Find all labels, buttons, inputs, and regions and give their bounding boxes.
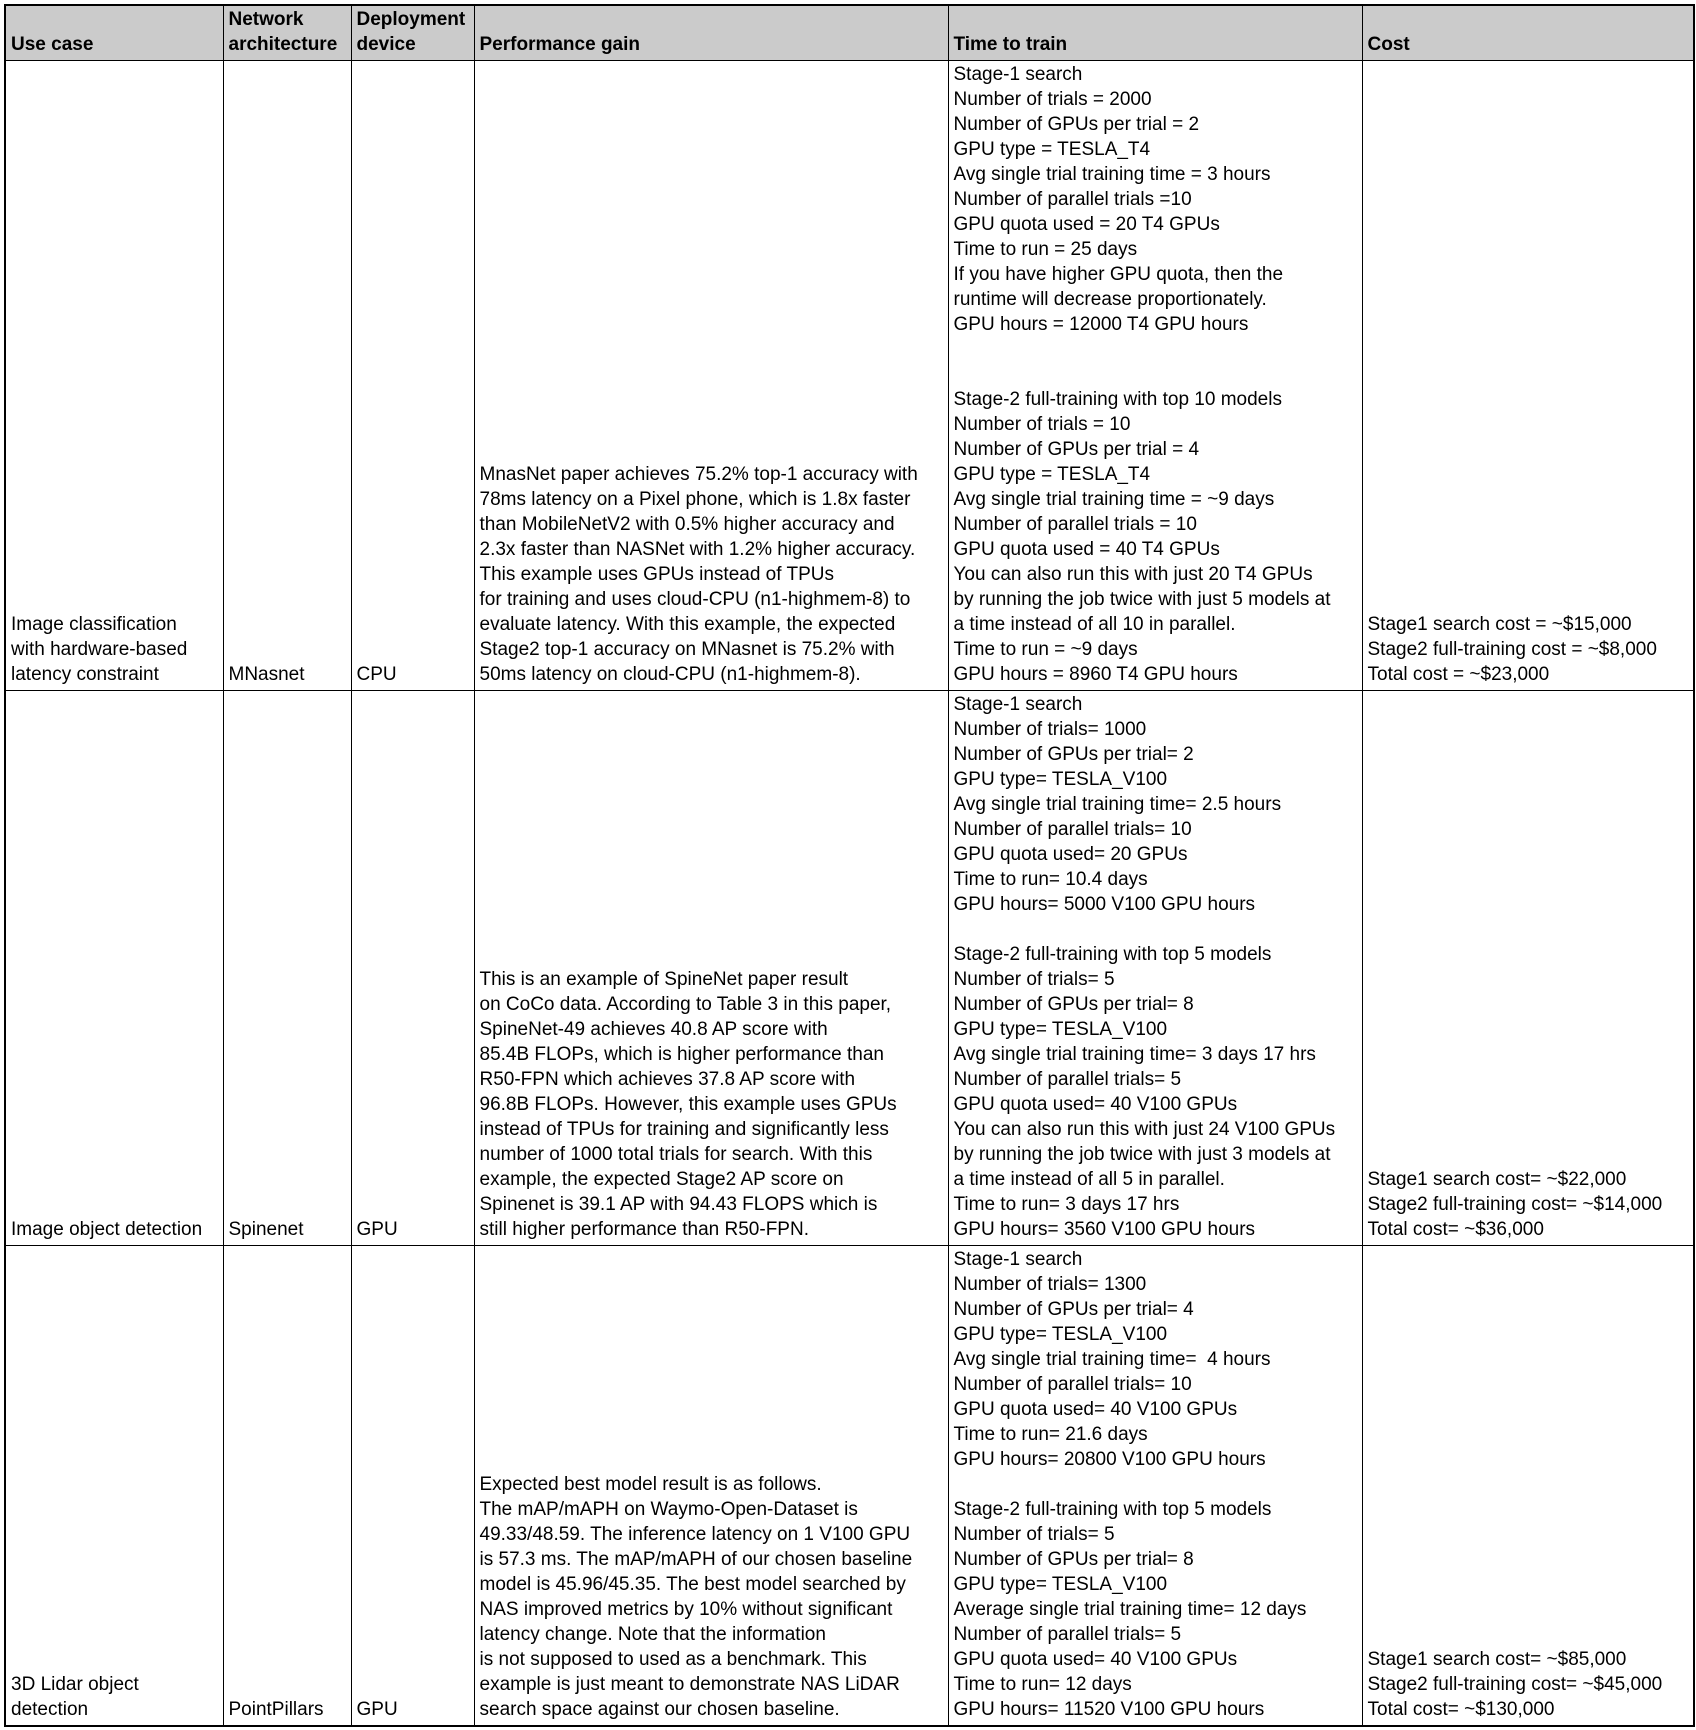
cell-performance-gain: MnasNet paper achieves 75.2% top-1 accur… xyxy=(473,60,949,691)
cell-time-to-train: Stage-1 search Number of trials= 1300 Nu… xyxy=(947,1245,1363,1727)
table-row: Image classification with hardware-based… xyxy=(4,60,1695,691)
cell-network-architecture: Spinenet xyxy=(222,690,352,1246)
table-row: Image object detection Spinenet GPU This… xyxy=(4,690,1695,1246)
cell-network-architecture: MNasnet xyxy=(222,60,352,691)
table-row: 3D Lidar object detection PointPillars G… xyxy=(4,1245,1695,1727)
header-row: Use case Network architecture Deployment… xyxy=(4,4,1695,61)
table-header: Use case Network architecture Deployment… xyxy=(4,4,1695,61)
cell-network-architecture: PointPillars xyxy=(222,1245,352,1727)
col-header-use-case: Use case xyxy=(4,4,224,61)
table-body: Image classification with hardware-based… xyxy=(4,60,1695,1727)
use-case-comparison-table: Use case Network architecture Deployment… xyxy=(4,4,1695,1727)
col-header-performance-gain: Performance gain xyxy=(473,4,949,61)
cell-performance-gain: Expected best model result is as follows… xyxy=(473,1245,949,1727)
cell-time-to-train: Stage-1 search Number of trials= 1000 Nu… xyxy=(947,690,1363,1246)
col-header-network-architecture: Network architecture xyxy=(222,4,352,61)
cell-use-case: Image object detection xyxy=(4,690,224,1246)
cell-cost: Stage1 search cost = ~$15,000 Stage2 ful… xyxy=(1361,60,1695,691)
cell-deployment-device: GPU xyxy=(350,690,475,1246)
cell-deployment-device: GPU xyxy=(350,1245,475,1727)
col-header-deployment-device: Deployment device xyxy=(350,4,475,61)
col-header-cost: Cost xyxy=(1361,4,1695,61)
cell-deployment-device: CPU xyxy=(350,60,475,691)
cell-performance-gain: This is an example of SpineNet paper res… xyxy=(473,690,949,1246)
cell-use-case: Image classification with hardware-based… xyxy=(4,60,224,691)
cell-time-to-train: Stage-1 search Number of trials = 2000 N… xyxy=(947,60,1363,691)
cell-use-case: 3D Lidar object detection xyxy=(4,1245,224,1727)
cell-cost: Stage1 search cost= ~$85,000 Stage2 full… xyxy=(1361,1245,1695,1727)
col-header-time-to-train: Time to train xyxy=(947,4,1363,61)
cell-cost: Stage1 search cost= ~$22,000 Stage2 full… xyxy=(1361,690,1695,1246)
